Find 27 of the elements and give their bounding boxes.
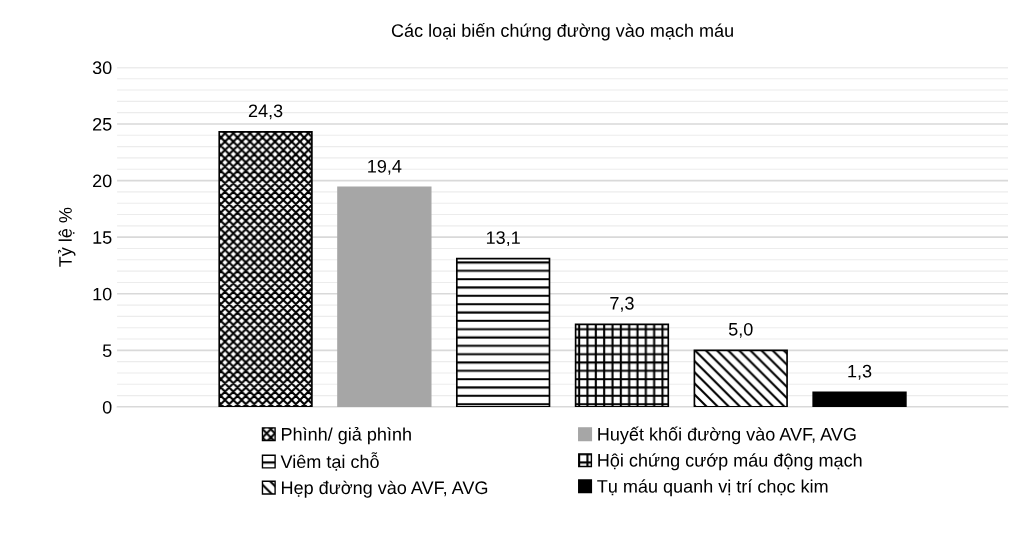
y-tick-label: 20 <box>93 174 112 188</box>
data-label: 5,0 <box>728 322 753 338</box>
bar <box>574 323 670 407</box>
data-label: 1,3 <box>848 364 872 380</box>
y-axis-title: Tỷ lệ % <box>58 207 76 267</box>
y-tick-label: 25 <box>93 117 112 131</box>
bar <box>693 349 788 407</box>
y-tick-label: 15 <box>93 231 112 244</box>
data-label: 13,1 <box>486 231 520 247</box>
chart-title: Các loại biến chứng đường vào mạch máu <box>391 22 733 41</box>
data-label: 19,4 <box>368 159 402 175</box>
y-tick-label: 30 <box>92 61 112 75</box>
y-tick-label: 5 <box>102 344 112 358</box>
legend-label: Tụ máu quanh vị trí chọc kim <box>597 479 828 497</box>
y-tick-label: 0 <box>102 400 112 414</box>
legend-label: Viêm tại chỗ <box>280 452 379 471</box>
bar <box>218 131 313 407</box>
bar <box>337 186 432 407</box>
y-tick-label: 10 <box>93 287 112 301</box>
legend-label: Hẹp đường vào AVF, AVG <box>282 480 488 498</box>
data-label: 24,3 <box>248 104 283 120</box>
legend-label: Huyết khối đường vào AVF, AVG <box>598 426 856 445</box>
legend-label: Phình/ giả phình <box>282 427 411 445</box>
bar <box>455 257 551 407</box>
legend-label: Hội chứng cướp máu động mạch <box>598 453 862 471</box>
bar <box>812 391 907 407</box>
data-label: 7,3 <box>610 296 634 312</box>
